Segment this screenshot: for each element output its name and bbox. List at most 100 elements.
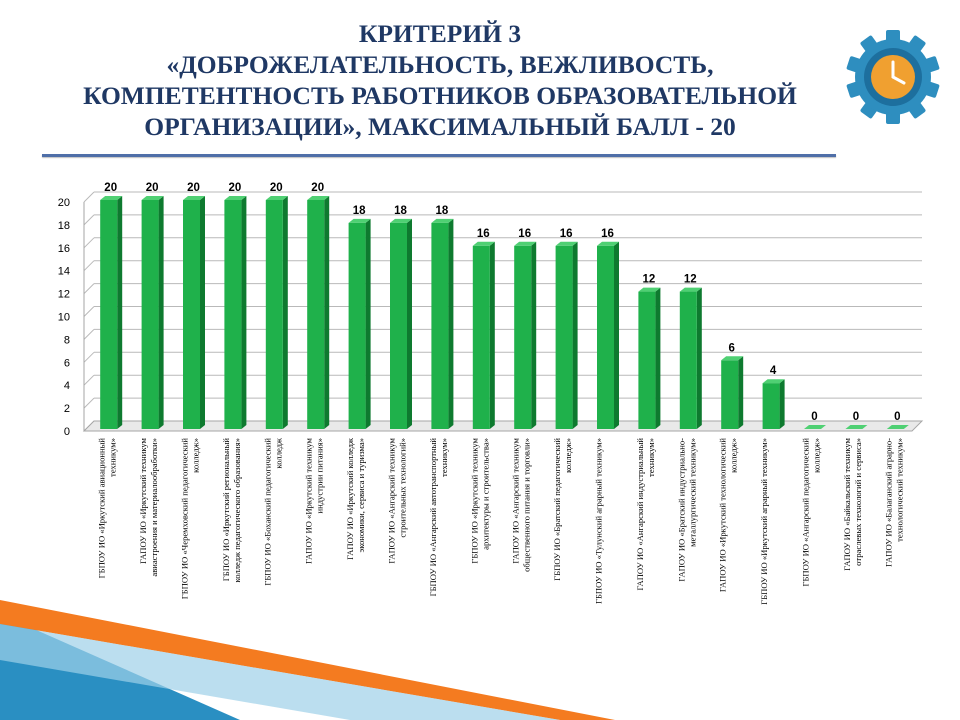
bar-top xyxy=(431,218,454,223)
bar-top xyxy=(597,241,619,246)
category-label: ГАПОУ ИО «Балаганский аграрно-технологич… xyxy=(883,438,904,567)
data-label: 6 xyxy=(728,342,734,354)
category-label: ГАПОУ ИО «Ангарский техникумстроительных… xyxy=(387,437,408,563)
data-label: 20 xyxy=(270,182,283,194)
title-line-2: «ДОБРОЖЕЛАТЕЛЬНОСТЬ, ВЕЖЛИВОСТЬ, xyxy=(166,50,714,79)
title-underline xyxy=(42,154,836,157)
bar-side xyxy=(365,218,371,429)
category-label-line: колледж» xyxy=(563,438,573,473)
deco-light-stripe xyxy=(0,624,560,720)
category-label-line: колледж» xyxy=(812,438,822,473)
category-label: ГАПОУ ИО «Иркутский колледжэкономики, се… xyxy=(345,438,366,560)
bar xyxy=(638,291,656,429)
category-label-line: экономики, сервиса и туризма» xyxy=(356,438,366,552)
category-label-line: ГАПОУ ИО «Иркутский колледж xyxy=(345,438,355,560)
category-label-line: ГБПОУ ИО «Иркутский авиационный xyxy=(97,438,107,579)
category-label-line: ГБПОУ ИО «Братский педагогический xyxy=(552,438,562,581)
bar xyxy=(514,245,532,429)
bar-chart: 0 2 4 6 8 10 12 14 16 18 20 20 ГБПОУ ИО «Иркутский а… xyxy=(58,182,924,605)
data-label: 12 xyxy=(684,274,697,286)
bar-top xyxy=(555,241,578,246)
bar-side xyxy=(117,196,123,429)
data-label: 0 xyxy=(811,411,817,423)
category-label-line: металлургический техникум» xyxy=(687,438,697,547)
gridline-depth xyxy=(83,397,95,409)
y-tick-label: 0 xyxy=(64,426,70,438)
clock-hand-hour xyxy=(891,75,906,85)
gridline-depth xyxy=(83,191,95,203)
data-label: 0 xyxy=(894,411,900,423)
bar-side xyxy=(779,379,785,429)
data-label: 18 xyxy=(353,205,366,217)
data-label: 4 xyxy=(770,365,777,377)
y-tick-label: 14 xyxy=(58,266,70,278)
category-label-line: колледж» xyxy=(191,438,201,473)
category-label-line: технологический техникум» xyxy=(894,438,904,542)
category-label-line: индустрии питания» xyxy=(315,438,325,514)
category-label-line: ГАПОУ ИО «Байкальский техникум xyxy=(842,437,852,570)
category-label: ГАПОУ ИО «Ангарский техникумобщественног… xyxy=(511,437,532,571)
category-label: ГАПОУ ИО «Ангарский индустриальныйтехник… xyxy=(635,438,656,591)
bar-side xyxy=(614,241,619,429)
data-label: 20 xyxy=(187,182,200,194)
deco-orange-stripe xyxy=(0,600,615,720)
bar-top xyxy=(265,196,288,200)
y-tick-label: 6 xyxy=(64,357,70,369)
data-label: 16 xyxy=(560,228,573,240)
bar-side xyxy=(282,196,288,429)
bar xyxy=(307,200,325,429)
title-line-3: КОМПЕТЕНТНОСТЬ РАБОТНИКОВ ОБРАЗОВАТЕЛЬНО… xyxy=(83,81,797,110)
bar-side xyxy=(489,241,495,429)
category-label: ГБПОУ ИО «Ангарский автотранспортныйтехн… xyxy=(428,438,449,597)
category-label-line: техникум» xyxy=(646,438,656,477)
bar-side xyxy=(200,196,205,429)
bar-top xyxy=(762,379,785,384)
bar-top xyxy=(638,287,661,292)
category-label-line: ГАПОУ ИО «Иркутский технологический xyxy=(718,438,728,592)
category-label-line: авиастроения и материалообработки» xyxy=(149,438,159,577)
gear-clock-icon xyxy=(846,30,940,124)
category-label: ГАПОУ ИО «Иркутский техникуминдустрии пи… xyxy=(304,437,325,563)
category-label-line: строительных технологий» xyxy=(398,438,408,538)
category-label: ГБПОУ ИО «Ангарский педагогическийколлед… xyxy=(801,438,822,587)
category-label-line: ГАПОУ ИО «Братский индустриально- xyxy=(676,438,686,582)
category-label-line: ГБПОУ ИО «Черемховский педагогический xyxy=(180,438,190,600)
data-label: 16 xyxy=(477,228,490,240)
category-label: ГБПОУ ИО «Иркутский аграрный техникум» xyxy=(759,438,769,605)
category-label-line: колледж» xyxy=(729,438,739,473)
category-label: ГАПОУ ИО «Байкальский техникумотраслевых… xyxy=(842,437,863,570)
category-label: ГБПОУ ИО «Тулунский аграрный техникум» xyxy=(594,438,604,604)
bar xyxy=(555,245,573,429)
data-label: 18 xyxy=(394,205,407,217)
bar-top xyxy=(514,241,537,246)
y-tick-label: 2 xyxy=(64,403,70,415)
category-label-line: ГАПОУ ИО «Ангарский индустриальный xyxy=(635,438,645,591)
y-tick-label: 12 xyxy=(58,289,70,301)
bar-side xyxy=(572,241,578,429)
category-label-line: ГАПОУ ИО «Балаганский аграрно- xyxy=(883,438,893,567)
category-label: ГБПОУ ИО «Иркутский техникумархитектуры … xyxy=(469,437,490,563)
y-tick-label: 20 xyxy=(58,197,70,209)
bar-side xyxy=(448,218,454,429)
category-label-line: ГАПОУ ИО «Иркутский техникум xyxy=(138,437,148,563)
bar xyxy=(183,200,200,429)
category-label: ГБПОУ ИО «Иркутский региональныйколледж … xyxy=(221,438,242,583)
category-label: ГАПОУ ИО «Иркутский техникумавиастроения… xyxy=(138,437,159,576)
gridline-depth xyxy=(83,329,95,340)
category-label: ГАПОУ ИО «Братский индустриально-металлу… xyxy=(676,438,697,582)
category-label-line: ГАПОУ ИО «Ангарский техникум xyxy=(511,437,521,563)
bar xyxy=(100,200,118,429)
gridline-depth xyxy=(83,237,95,249)
category-label-line: техникум» xyxy=(439,438,449,477)
bar-side xyxy=(158,196,164,429)
data-label: 16 xyxy=(601,228,614,240)
data-label: 0 xyxy=(853,411,859,423)
chart-floor xyxy=(82,420,924,432)
title-line-1: КРИТЕРИЙ 3 xyxy=(358,19,522,48)
y-tick-label: 8 xyxy=(64,334,70,346)
category-label-line: ГБПОУ ИО «Ангарский автотранспортный xyxy=(428,438,438,597)
data-label: 20 xyxy=(311,182,324,194)
data-label: 20 xyxy=(229,182,242,194)
category-label-line: ГБПОУ ИО «Тулунский аграрный техникум» xyxy=(594,438,604,604)
data-label: 18 xyxy=(436,205,449,217)
